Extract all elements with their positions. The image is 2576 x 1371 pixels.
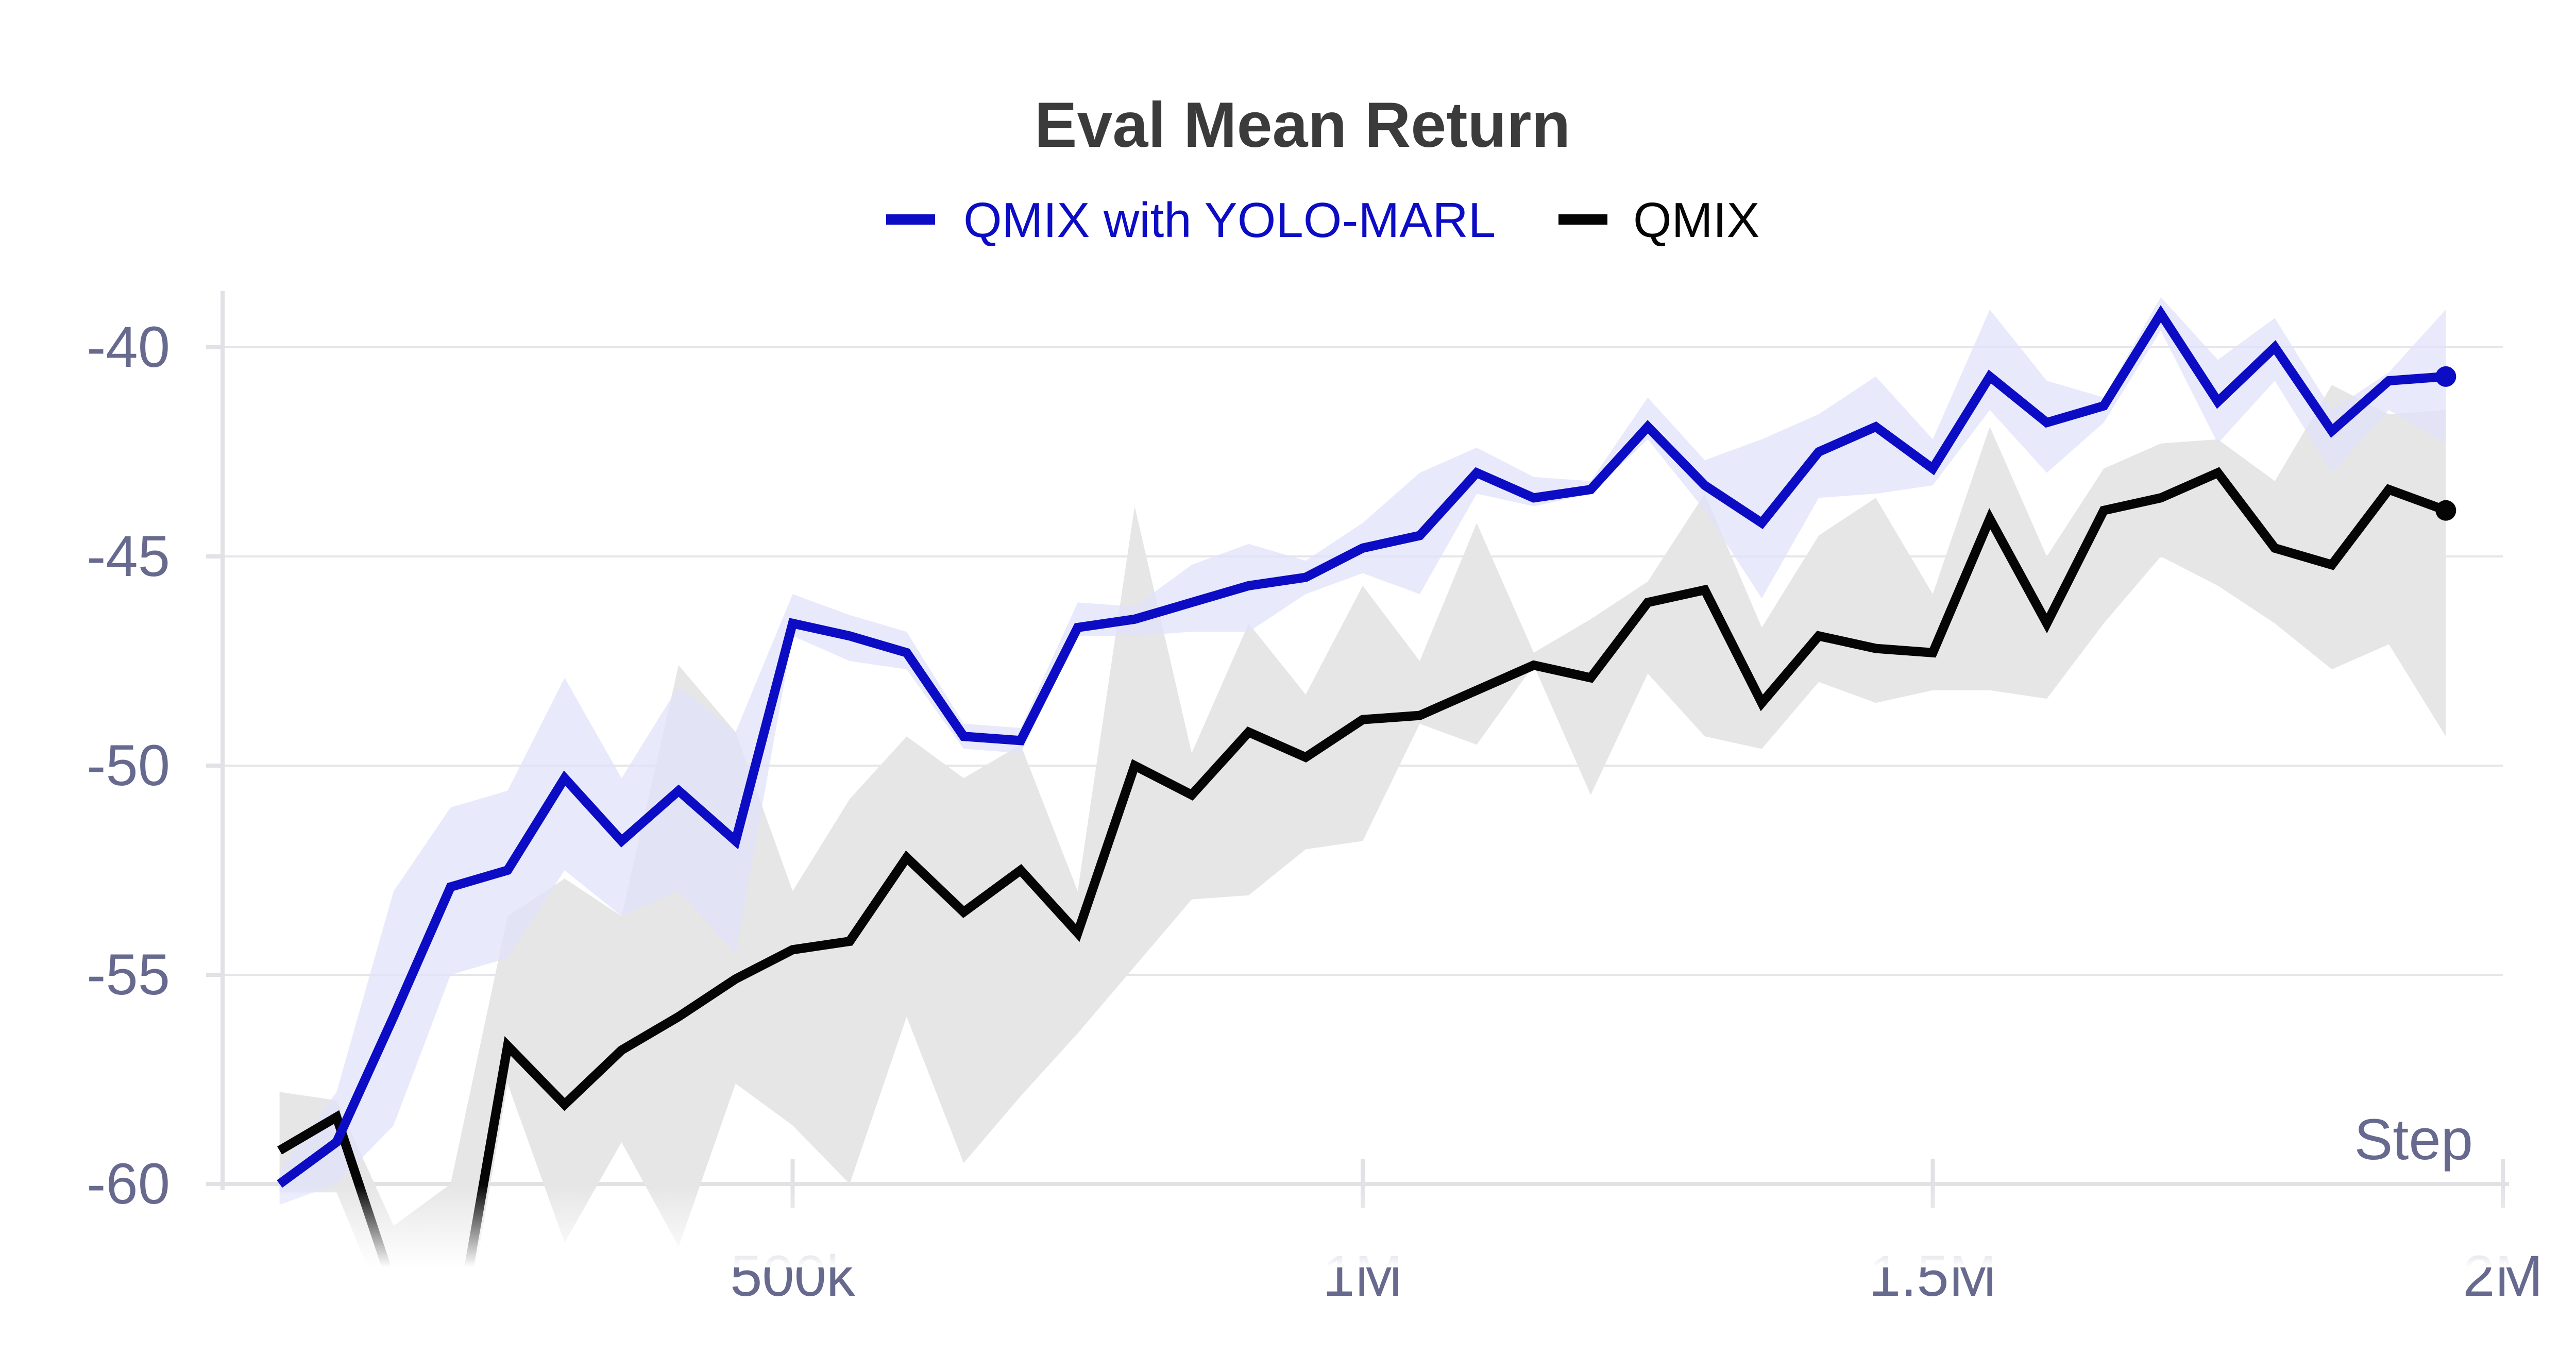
x-axis-label: Step — [2354, 1107, 2473, 1172]
y-tick-label-2: -50 — [87, 733, 170, 798]
legend-label-1: QMIX — [1633, 193, 1759, 248]
y-tick-label-4: -60 — [87, 1152, 170, 1216]
endpoint-series-0 — [2435, 366, 2456, 387]
legend-label-0: QMIX with YOLO-MARL — [963, 193, 1496, 248]
band-series-1 — [279, 385, 2446, 1267]
y-tick-label-0: -40 — [87, 315, 170, 379]
series-endpoints — [2435, 366, 2456, 521]
line-series-1 — [277, 467, 2448, 1267]
series-lines — [277, 305, 2448, 1267]
endpoint-series-1 — [2435, 500, 2456, 521]
chart-title: Eval Mean Return — [1035, 90, 1571, 161]
y-tick-label-3: -55 — [87, 942, 170, 1007]
legend: QMIX with YOLO-MARL QMIX — [886, 193, 1759, 248]
line-series-0 — [277, 305, 2446, 1188]
y-tick-label-1: -45 — [87, 524, 170, 588]
y-axis-ticks: -40 -45 -50 -55 -60 — [87, 315, 223, 1216]
bottom-fade — [216, 1185, 2524, 1267]
